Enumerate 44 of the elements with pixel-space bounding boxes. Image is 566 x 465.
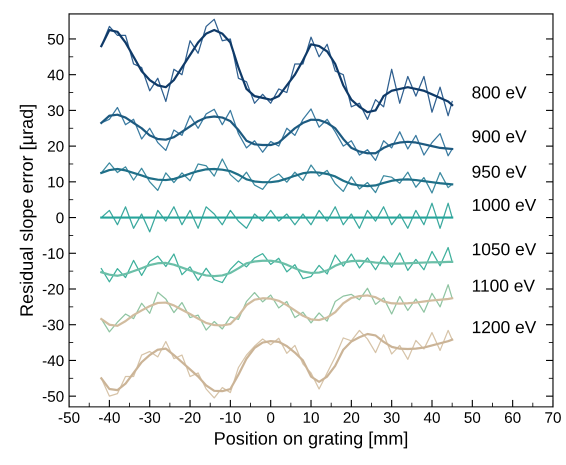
y-tick-label: -20: [42, 284, 64, 295]
y-tick-label: -30: [42, 320, 64, 330]
y-tick-label: 30: [48, 105, 64, 116]
x-tick-label: 0: [267, 412, 274, 423]
x-tick-label: 50: [464, 412, 480, 423]
y-axis-title: Residual slope error [µrad]: [20, 105, 37, 316]
line-series: [100, 168, 454, 188]
x-tick-label: -50: [58, 412, 80, 423]
y-tick-label: -40: [42, 355, 64, 366]
series-label: 1200 eV: [472, 320, 536, 334]
x-tick-label: 10: [304, 412, 319, 423]
line-series: [100, 114, 454, 154]
y-tick-label: 40: [48, 70, 64, 80]
x-tick-label: -20: [180, 412, 200, 423]
line-series: [100, 18, 453, 120]
y-tick-label: 50: [48, 34, 64, 45]
x-tick-label: 30: [384, 412, 400, 423]
line-series: [100, 28, 454, 114]
line-series: [100, 246, 453, 284]
line-series: [100, 158, 453, 194]
y-tick-label: -50: [42, 391, 64, 402]
x-axis-title: Position on grating [mm]: [215, 432, 408, 448]
line-series: [100, 260, 454, 278]
line-series: [100, 284, 453, 332]
x-tick-label: 60: [504, 412, 521, 423]
y-tick-label: -10: [42, 248, 64, 259]
y-tick-label: 10: [48, 176, 64, 188]
line-series: [100, 294, 454, 327]
series-label: 1100 eV: [472, 280, 535, 292]
x-tick-label: -30: [139, 412, 160, 423]
y-tick-label: 20: [48, 140, 64, 152]
line-series: [100, 202, 453, 232]
series-label: 1000 eV: [472, 198, 536, 212]
y-tick-label: 0: [56, 212, 64, 224]
series-label: 800 eV: [472, 86, 527, 99]
series-label: 950 eV: [472, 166, 527, 178]
series-label: 900 eV: [472, 130, 527, 143]
series-label: 1050 eV: [472, 243, 536, 256]
x-tick-label: 20: [344, 412, 360, 423]
x-tick-label: 40: [424, 412, 440, 423]
x-tick-label: 70: [545, 412, 561, 423]
line-series: [100, 106, 453, 162]
x-tick-label: -40: [99, 412, 120, 423]
x-tick-label: -10: [220, 412, 241, 423]
